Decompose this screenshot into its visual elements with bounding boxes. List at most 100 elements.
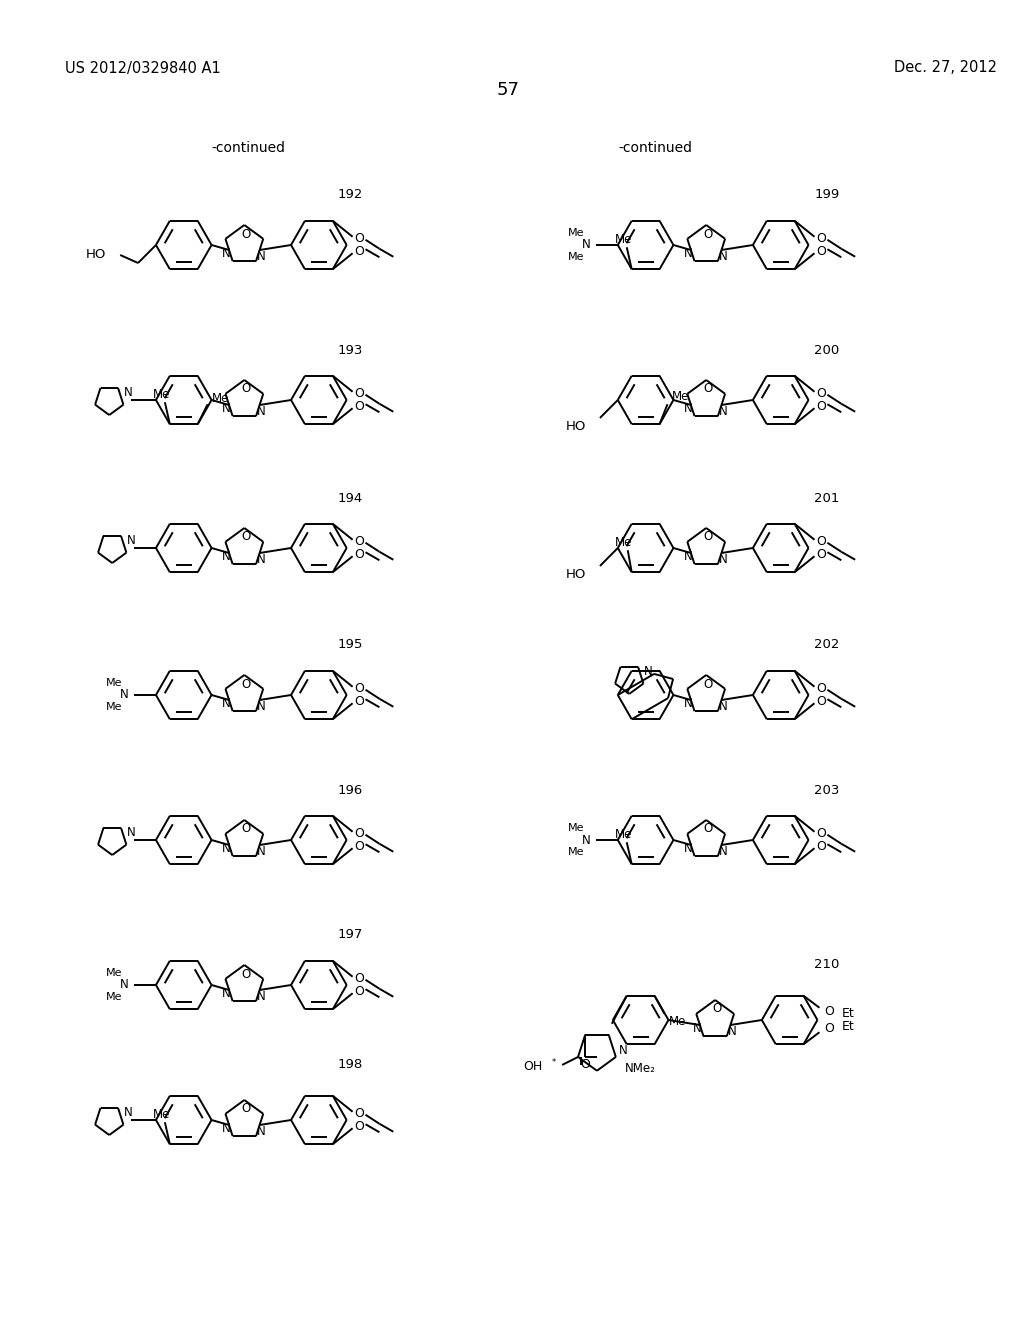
Text: O: O: [703, 677, 713, 690]
Text: O: O: [242, 531, 251, 544]
Text: O: O: [354, 400, 365, 413]
Text: N: N: [719, 249, 727, 263]
Text: O: O: [703, 227, 713, 240]
Text: Me: Me: [669, 1015, 686, 1028]
Text: Me: Me: [615, 232, 633, 246]
Text: N: N: [684, 247, 693, 260]
Text: Et: Et: [842, 1020, 854, 1032]
Text: O: O: [354, 232, 365, 246]
Text: Me: Me: [672, 389, 689, 403]
Text: N: N: [644, 665, 652, 678]
Text: N: N: [582, 239, 591, 252]
Text: 192: 192: [338, 189, 364, 202]
Text: N: N: [127, 826, 135, 840]
Text: 194: 194: [338, 491, 362, 504]
Text: 202: 202: [814, 639, 840, 652]
Text: O: O: [816, 694, 826, 708]
Text: O: O: [703, 531, 713, 544]
Text: N: N: [257, 1125, 265, 1138]
Text: HO: HO: [565, 568, 586, 581]
Text: 210: 210: [814, 958, 840, 972]
Text: N: N: [684, 549, 693, 562]
Text: Me: Me: [568, 847, 585, 857]
Text: N: N: [127, 535, 135, 548]
Text: O: O: [354, 535, 365, 548]
Text: Me: Me: [615, 828, 633, 841]
Text: N: N: [727, 1024, 736, 1038]
Text: O: O: [354, 840, 365, 853]
Text: N: N: [257, 405, 265, 417]
Text: O: O: [816, 400, 826, 413]
Text: N: N: [222, 247, 231, 260]
Text: N: N: [684, 401, 693, 414]
Text: O: O: [816, 244, 826, 257]
Text: O: O: [703, 822, 713, 836]
Text: N: N: [222, 401, 231, 414]
Text: N: N: [257, 700, 265, 713]
Text: OH: OH: [523, 1060, 543, 1073]
Text: N: N: [222, 697, 231, 710]
Text: O: O: [816, 840, 826, 853]
Text: Dec. 27, 2012: Dec. 27, 2012: [894, 61, 997, 75]
Text: O: O: [354, 985, 365, 998]
Text: O: O: [354, 682, 365, 696]
Text: N: N: [693, 1022, 701, 1035]
Text: Et: Et: [842, 1007, 854, 1020]
Text: O: O: [354, 828, 365, 841]
Text: O: O: [242, 1102, 251, 1115]
Text: HO: HO: [86, 248, 106, 261]
Text: N: N: [719, 405, 727, 417]
Text: Me: Me: [568, 228, 585, 238]
Text: N: N: [222, 549, 231, 562]
Text: N: N: [222, 842, 231, 854]
Text: -continued: -continued: [211, 141, 286, 154]
Text: 198: 198: [338, 1059, 362, 1072]
Text: O: O: [816, 535, 826, 548]
Text: 196: 196: [338, 784, 362, 796]
Text: Me: Me: [105, 702, 123, 711]
Text: Me: Me: [105, 993, 123, 1002]
Text: O: O: [354, 1119, 365, 1133]
Text: 201: 201: [814, 491, 840, 504]
Text: 197: 197: [338, 928, 364, 941]
Text: 199: 199: [814, 189, 840, 202]
Text: Me: Me: [154, 1107, 171, 1121]
Text: NMe₂: NMe₂: [625, 1063, 655, 1076]
Text: Me: Me: [568, 252, 585, 261]
Text: N: N: [719, 700, 727, 713]
Text: O: O: [242, 383, 251, 396]
Text: US 2012/0329840 A1: US 2012/0329840 A1: [65, 61, 220, 75]
Text: N: N: [257, 249, 265, 263]
Text: 193: 193: [338, 343, 364, 356]
Text: O: O: [242, 968, 251, 981]
Text: 200: 200: [814, 343, 840, 356]
Text: N: N: [257, 990, 265, 1003]
Text: N: N: [719, 553, 727, 566]
Text: N: N: [124, 387, 132, 400]
Text: O: O: [816, 828, 826, 841]
Text: N: N: [257, 845, 265, 858]
Text: O: O: [242, 227, 251, 240]
Text: N: N: [124, 1106, 132, 1119]
Text: O: O: [581, 1059, 590, 1071]
Text: 195: 195: [338, 639, 364, 652]
Text: O: O: [354, 694, 365, 708]
Text: O: O: [824, 1006, 835, 1018]
Text: N: N: [222, 986, 231, 999]
Text: O: O: [703, 383, 713, 396]
Text: O: O: [354, 387, 365, 400]
Text: Me: Me: [212, 392, 229, 405]
Text: 203: 203: [814, 784, 840, 796]
Text: Me: Me: [568, 822, 585, 833]
Text: N: N: [120, 978, 129, 991]
Text: Me: Me: [105, 968, 123, 978]
Text: N: N: [618, 1044, 627, 1057]
Text: Me: Me: [105, 678, 123, 688]
Text: N: N: [684, 697, 693, 710]
Text: -continued: -continued: [618, 141, 692, 154]
Text: 57: 57: [497, 81, 520, 99]
Text: O: O: [354, 1107, 365, 1121]
Text: O: O: [816, 232, 826, 246]
Text: N: N: [120, 689, 129, 701]
Text: Me: Me: [615, 536, 633, 549]
